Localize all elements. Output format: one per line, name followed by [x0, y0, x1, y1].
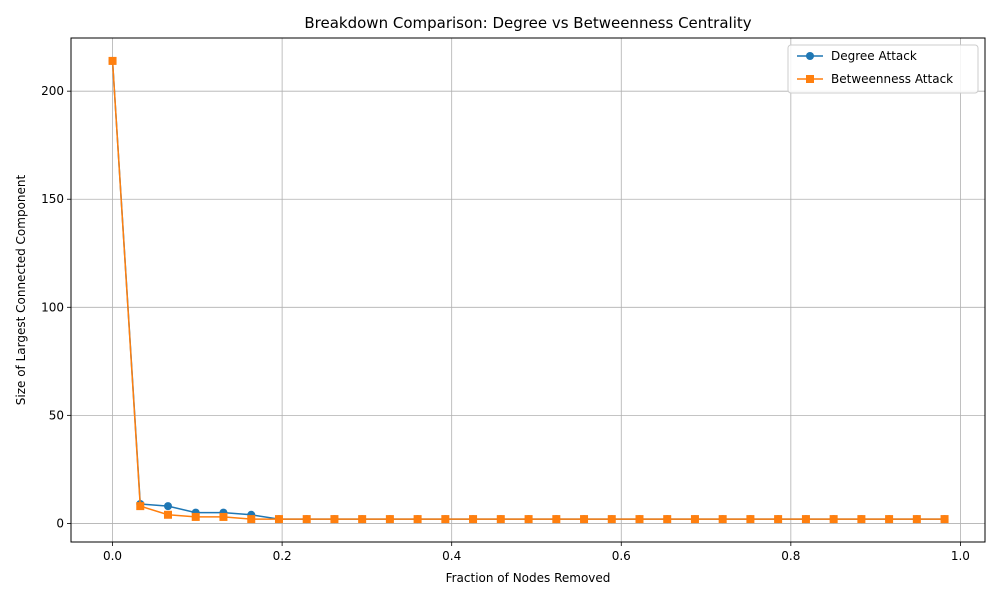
- legend-label-betweenness: Betweenness Attack: [831, 72, 953, 86]
- data-point: [302, 515, 311, 524]
- x-tick-label: 1.0: [951, 549, 970, 563]
- data-point: [885, 515, 894, 524]
- data-point: [774, 515, 783, 524]
- data-point: [274, 515, 283, 524]
- data-point: [136, 502, 145, 511]
- chart-title: Breakdown Comparison: Degree vs Betweenn…: [304, 14, 751, 32]
- legend: Degree Attack Betweenness Attack: [787, 44, 979, 94]
- data-point: [496, 515, 505, 524]
- data-point: [690, 515, 699, 524]
- legend-marker-degree: [806, 52, 814, 60]
- x-axis-label: Fraction of Nodes Removed: [446, 571, 611, 585]
- data-point: [163, 510, 172, 519]
- data-point: [413, 515, 422, 524]
- axis-ticks: 0.0 0.2 0.4 0.6 0.8 1.0 0 50 100 150 200: [41, 84, 970, 563]
- y-tick-label: 200: [41, 84, 64, 98]
- x-tick-label: 0.4: [442, 549, 461, 563]
- data-point: [108, 56, 117, 65]
- series-group: [108, 56, 949, 524]
- data-point: [607, 515, 616, 524]
- y-tick-label: 100: [41, 300, 64, 314]
- data-point: [191, 512, 200, 521]
- data-point: [469, 515, 478, 524]
- legend-box: [787, 44, 979, 94]
- data-point: [912, 515, 921, 524]
- data-point: [857, 515, 866, 524]
- data-point: [801, 515, 810, 524]
- series-betweenness-attack: [108, 56, 949, 524]
- data-point: [663, 515, 672, 524]
- data-point: [441, 515, 450, 524]
- x-tick-label: 0.6: [612, 549, 631, 563]
- data-point: [829, 515, 838, 524]
- data-point: [247, 515, 256, 524]
- data-point: [358, 515, 367, 524]
- data-point: [635, 515, 644, 524]
- y-tick-label: 0: [56, 516, 64, 530]
- data-point: [219, 512, 228, 521]
- data-point: [718, 515, 727, 524]
- plot-area-frame: [70, 37, 986, 543]
- data-point: [746, 515, 755, 524]
- x-tick-label: 0.8: [781, 549, 800, 563]
- legend-marker-betweenness: [806, 75, 814, 83]
- data-point: [385, 515, 394, 524]
- legend-label-degree: Degree Attack: [831, 49, 917, 63]
- y-tick-label: 150: [41, 192, 64, 206]
- x-tick-label: 0.0: [103, 549, 122, 563]
- data-point: [940, 515, 949, 524]
- data-point: [163, 502, 172, 511]
- data-point: [524, 515, 533, 524]
- data-point: [580, 515, 589, 524]
- data-point: [552, 515, 561, 524]
- data-point: [330, 515, 339, 524]
- y-axis-label: Size of Largest Connected Component: [14, 174, 28, 405]
- y-tick-label: 50: [49, 408, 64, 422]
- x-tick-label: 0.2: [273, 549, 292, 563]
